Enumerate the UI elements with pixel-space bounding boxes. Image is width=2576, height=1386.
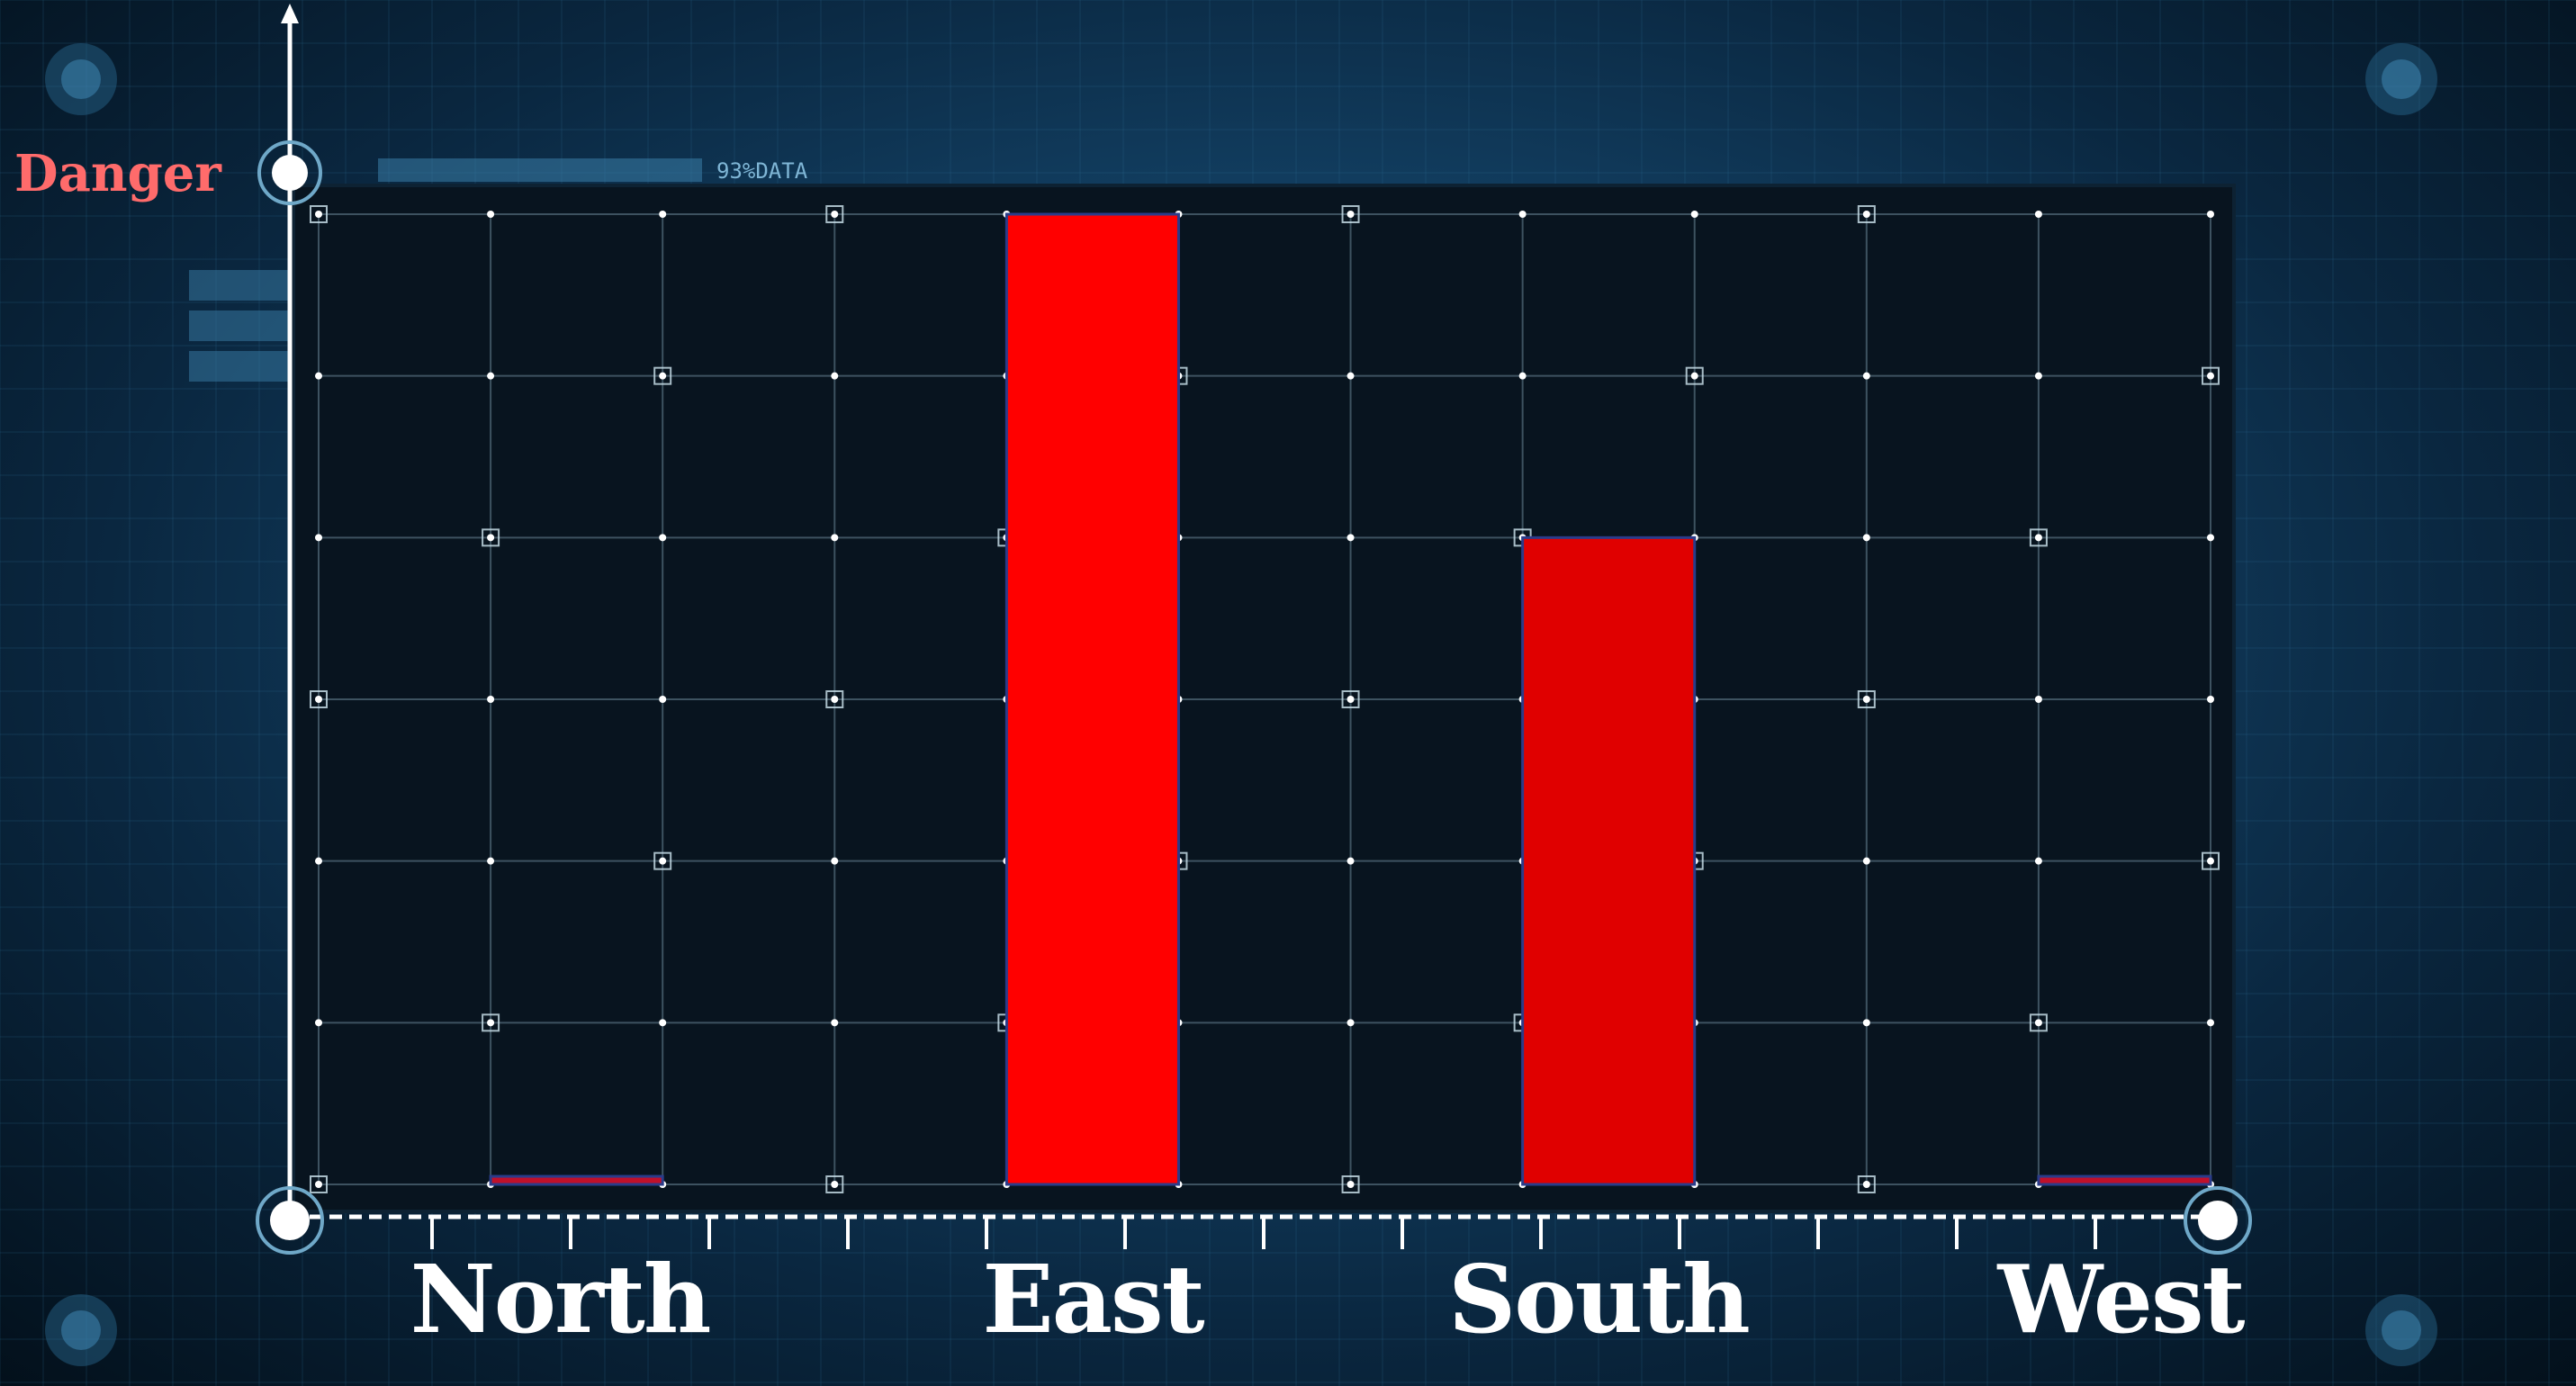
grid-node-dot: [2034, 534, 2042, 542]
grid-node-dot: [1518, 372, 1527, 380]
x-axis-end-node: [2184, 1186, 2252, 1255]
grid-node-dot: [2034, 696, 2042, 703]
grid-node-dot: [2207, 696, 2214, 703]
grid-node: [2029, 528, 2048, 547]
grid-node: [1685, 366, 1704, 385]
grid-node: [310, 1175, 328, 1193]
grid-node: [653, 366, 672, 385]
grid-node-dot: [487, 534, 495, 542]
grid-node: [310, 690, 328, 708]
y-label-node: [257, 140, 322, 205]
grid-node-dot: [2207, 372, 2214, 380]
grid-node-dot: [659, 857, 667, 865]
grid-node-dot: [2207, 857, 2214, 865]
grid-node-dot: [659, 372, 667, 380]
grid-node: [482, 1013, 500, 1032]
grid-node-dot: [831, 534, 839, 542]
grid-node-dot: [487, 857, 495, 865]
grid-node-dot: [1347, 1181, 1355, 1188]
grid-node-dot: [831, 696, 839, 703]
grid-node-dot: [1347, 372, 1355, 380]
grid-node-dot: [2034, 1019, 2042, 1027]
grid-node-dot: [2034, 857, 2042, 865]
grid-node-dot: [1862, 372, 1870, 380]
bar-west: [2037, 1174, 2212, 1186]
grid-node: [653, 851, 672, 870]
grid-node-dot: [487, 696, 495, 703]
bar-south: [1521, 536, 1697, 1186]
grid-node-dot: [2034, 211, 2042, 218]
grid-node-dot: [1347, 857, 1355, 865]
y-axis-arrow: [281, 4, 299, 23]
bar-north: [489, 1174, 664, 1186]
grid-node: [2202, 851, 2220, 870]
grid-node-dot: [487, 372, 495, 380]
grid-lines: [310, 205, 2220, 1193]
grid-node-dot: [831, 857, 839, 865]
grid-node: [1857, 690, 1876, 708]
category-label-north: North: [410, 1244, 710, 1354]
category-label-east: East: [982, 1244, 1204, 1354]
grid-node: [1857, 205, 1876, 223]
grid-node: [1341, 205, 1360, 223]
grid-node-dot: [659, 696, 667, 703]
category-labels: North East South West: [410, 1244, 2247, 1354]
plot-area: [292, 184, 2236, 1213]
grid-node-dot: [831, 372, 839, 380]
grid-node: [2202, 366, 2220, 385]
bars: [489, 212, 2212, 1186]
grid-node-dot: [1862, 1019, 1870, 1027]
grid-node: [825, 205, 844, 223]
grid-node-dot: [1862, 857, 1870, 865]
grid-node-dot: [1347, 211, 1355, 218]
hud-data-text: 93%DATA: [716, 158, 808, 184]
category-label-south: South: [1448, 1244, 1749, 1354]
y-axis-label: Danger: [14, 144, 222, 203]
grid-node-dot: [315, 534, 322, 542]
grid-node: [310, 205, 328, 223]
origin-node: [256, 1186, 324, 1255]
grid-node-dot: [2207, 211, 2214, 218]
grid-node-dot: [315, 372, 322, 380]
grid-node-dot: [659, 1019, 667, 1027]
grid-node-dot: [2034, 372, 2042, 380]
grid-node-dot: [487, 1019, 495, 1027]
grid-node-dot: [315, 211, 322, 218]
grid-node-dot: [2207, 534, 2214, 542]
grid-node: [825, 690, 844, 708]
grid-node: [1341, 690, 1360, 708]
grid-node: [482, 528, 500, 547]
grid-node-dot: [315, 696, 322, 703]
grid-node-dot: [659, 211, 667, 218]
grid-node-dot: [1347, 1019, 1355, 1027]
grid-node-dot: [315, 857, 322, 865]
grid-node: [2029, 1013, 2048, 1032]
grid-node-dot: [1347, 696, 1355, 703]
x-axis-ticks: [430, 1217, 2097, 1249]
grid-node-dot: [2207, 1019, 2214, 1027]
grid-node-dot: [487, 211, 495, 218]
grid-node-dot: [831, 1181, 839, 1188]
grid-node-dot: [659, 534, 667, 542]
grid-node-dot: [1690, 372, 1698, 380]
grid-node: [1857, 1175, 1876, 1193]
grid-node-dot: [1690, 211, 1698, 218]
grid-node: [825, 1175, 844, 1193]
grid-node-dot: [1862, 211, 1870, 218]
grid-node-dot: [831, 211, 839, 218]
grid-node-dot: [1862, 696, 1870, 703]
grid-node-dot: [831, 1019, 839, 1027]
grid-node: [1341, 1175, 1360, 1193]
grid-node-dot: [1347, 534, 1355, 542]
category-label-west: West: [1996, 1244, 2245, 1354]
grid-node-dot: [1862, 1181, 1870, 1188]
grid-node-dot: [315, 1019, 322, 1027]
grid-node-dot: [1518, 211, 1527, 218]
grid-node-dot: [1862, 534, 1870, 542]
bar-east: [1004, 212, 1180, 1186]
grid-node-dot: [315, 1181, 322, 1188]
